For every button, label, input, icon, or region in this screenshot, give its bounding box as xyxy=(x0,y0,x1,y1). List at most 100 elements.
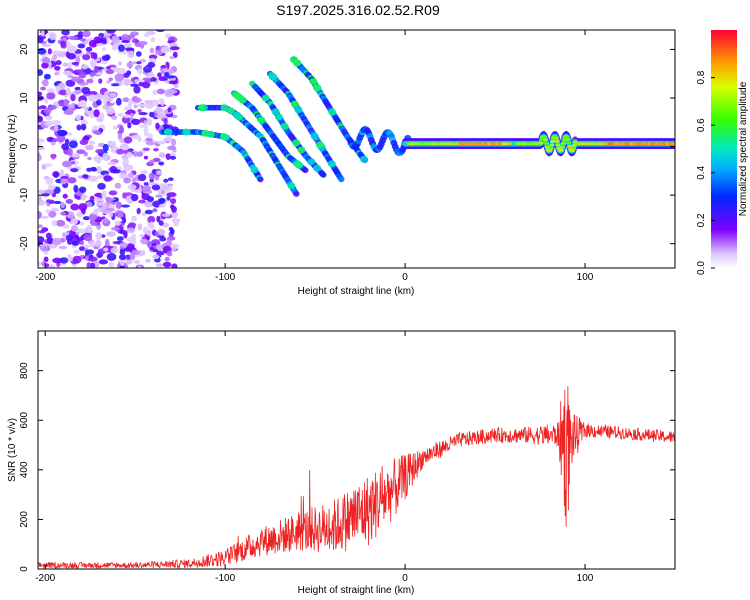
noise-speck xyxy=(47,48,52,55)
noise-speck xyxy=(142,147,150,152)
noise-speck xyxy=(153,147,159,152)
spectrogram-y-tick-label: 10 xyxy=(19,92,30,104)
noise-speck xyxy=(108,92,117,98)
noise-speck xyxy=(82,136,90,141)
branch-0-hotspot xyxy=(250,166,259,174)
noise-speck xyxy=(155,106,162,114)
noise-speck xyxy=(65,79,76,87)
noise-speck xyxy=(156,170,162,175)
noise-speck xyxy=(156,140,166,145)
noise-speck xyxy=(79,38,86,42)
noise-speck xyxy=(143,119,148,126)
branch-4-hotspot xyxy=(310,132,319,140)
noise-speck xyxy=(43,73,51,80)
noise-speck xyxy=(82,54,91,61)
noise-speck xyxy=(96,165,102,174)
noise-speck xyxy=(158,76,167,82)
noise-speck xyxy=(60,202,66,209)
noise-speck xyxy=(129,112,134,118)
noise-speck xyxy=(77,43,86,49)
noise-speck xyxy=(88,90,98,96)
noise-speck xyxy=(152,208,158,213)
noise-speck xyxy=(67,254,72,262)
noise-speck xyxy=(163,118,168,125)
noise-speck xyxy=(112,125,118,130)
band-core xyxy=(550,140,556,143)
noise-speck xyxy=(173,84,179,89)
noise-speck xyxy=(91,167,97,172)
band-core xyxy=(566,141,572,145)
branch-5-hotspot xyxy=(313,83,322,91)
noise-speck xyxy=(152,254,160,260)
noise-speck xyxy=(93,197,103,202)
noise-speck xyxy=(78,246,85,251)
noise-speck xyxy=(100,95,106,100)
noise-speck xyxy=(70,168,79,173)
noise-speck xyxy=(71,61,80,66)
noise-speck xyxy=(136,61,142,65)
noise-speck xyxy=(119,125,125,134)
noise-speck xyxy=(108,190,117,196)
noise-speck xyxy=(114,73,125,82)
spectrogram-frame xyxy=(37,29,676,269)
noise-speck xyxy=(162,261,172,268)
noise-speck xyxy=(53,124,59,132)
noise-speck xyxy=(88,213,98,221)
spectrogram-x-tick-label: 100 xyxy=(577,272,594,283)
noise-speck xyxy=(120,204,130,208)
noise-speck xyxy=(41,193,50,197)
noise-speck xyxy=(65,198,74,205)
noise-speck xyxy=(92,125,100,132)
colorbar-tick-label: 0.6 xyxy=(696,118,707,132)
noise-speck xyxy=(61,143,70,151)
noise-speck xyxy=(79,240,85,246)
noise-speck xyxy=(67,74,74,79)
band-core xyxy=(553,137,559,140)
noise-speck xyxy=(105,68,115,75)
snr-x-tick-label: 100 xyxy=(577,573,594,584)
branch-0-mark xyxy=(257,176,264,183)
noise-speck xyxy=(82,30,91,38)
branch-1-mark xyxy=(293,191,300,197)
noise-speck xyxy=(62,224,70,229)
band-core xyxy=(555,143,561,147)
noise-speck xyxy=(158,220,164,226)
noise-speck xyxy=(144,258,151,263)
noise-speck xyxy=(120,260,125,267)
colorbar-tick-label: 0.8 xyxy=(696,70,707,84)
noise-speck xyxy=(48,264,55,268)
noise-speck xyxy=(110,83,120,87)
noise-speck xyxy=(150,77,157,82)
noise-speck xyxy=(82,216,91,221)
noise-speck xyxy=(144,79,153,83)
noise-speck xyxy=(57,129,67,137)
noise-speck xyxy=(103,247,109,252)
band-core xyxy=(567,145,573,148)
noise-speck xyxy=(127,50,135,59)
noise-speck xyxy=(131,215,138,222)
noise-speck xyxy=(133,259,141,264)
noise-speck xyxy=(97,182,106,190)
spectrogram-x-tick-label: 0 xyxy=(402,272,408,283)
noise-speck xyxy=(137,223,143,231)
noise-speck xyxy=(44,120,54,127)
noise-speck xyxy=(139,59,147,63)
noise-speck xyxy=(143,126,149,134)
noise-speck xyxy=(144,200,154,208)
noise-speck xyxy=(122,217,127,224)
branch-0-hotspot xyxy=(182,128,191,136)
noise-speck xyxy=(164,256,170,262)
noise-speck xyxy=(136,207,141,215)
noise-speck xyxy=(165,153,171,161)
noise-speck xyxy=(93,260,100,268)
noise-speck xyxy=(93,109,100,118)
noise-speck xyxy=(53,65,61,71)
noise-speck xyxy=(168,80,178,85)
noise-speck xyxy=(127,184,137,191)
noise-speck xyxy=(98,259,109,265)
noise-speck xyxy=(108,64,117,68)
noise-speck xyxy=(48,210,57,218)
noise-speck xyxy=(79,99,87,107)
noise-speck xyxy=(143,99,154,104)
noise-speck xyxy=(101,55,110,61)
